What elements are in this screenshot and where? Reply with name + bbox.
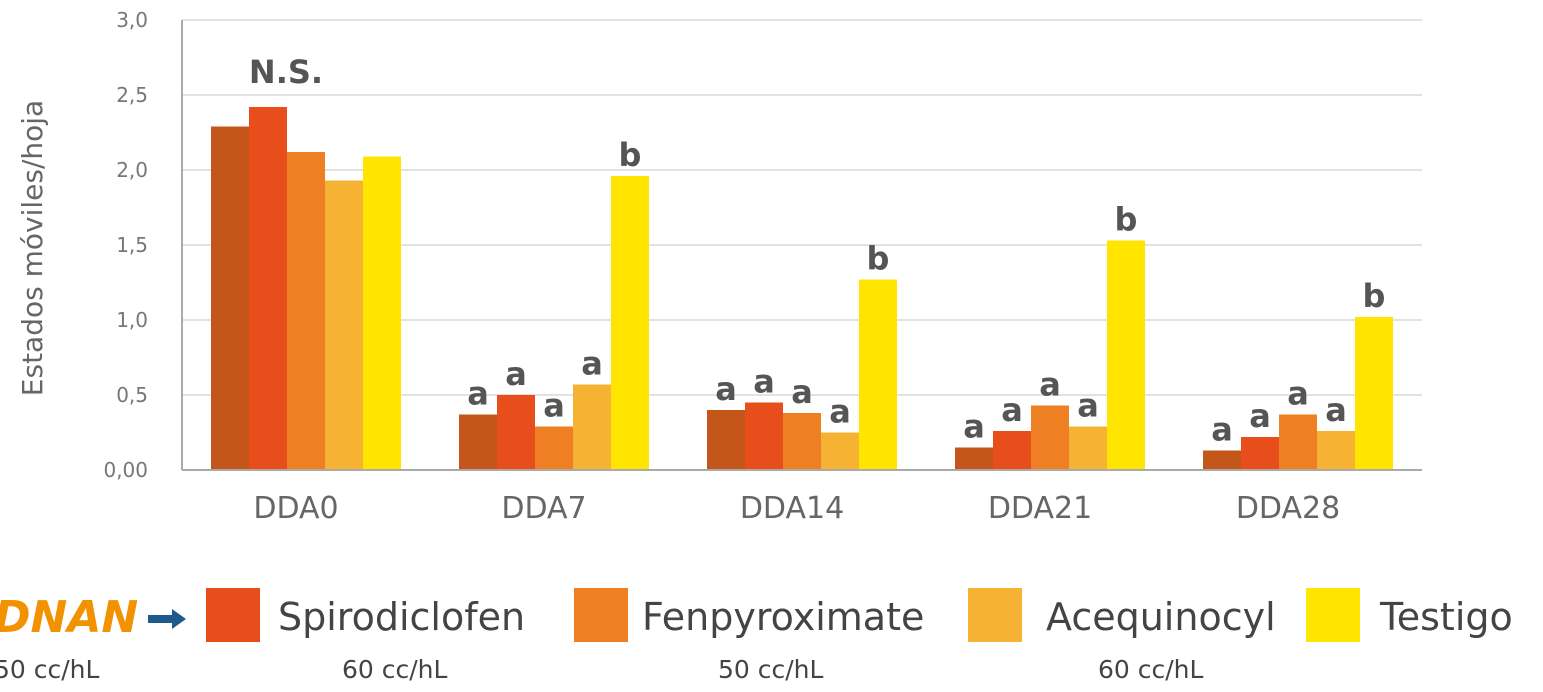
bar bbox=[363, 156, 401, 470]
legend-dose-acequinocyl: 60 cc/hL bbox=[1098, 655, 1204, 684]
significance-label: a bbox=[1001, 391, 1023, 429]
bar bbox=[821, 432, 859, 470]
logo-arrow-icon bbox=[148, 609, 186, 629]
bar bbox=[707, 410, 745, 470]
significance-label: a bbox=[1287, 375, 1309, 413]
x-tick-label: DDA14 bbox=[740, 491, 844, 526]
legend-dose-first: 50 cc/hL bbox=[0, 655, 100, 684]
y-axis-label: Estados móviles/hoja bbox=[16, 100, 49, 396]
bar bbox=[1203, 450, 1241, 470]
bar bbox=[611, 176, 649, 470]
bar bbox=[859, 279, 897, 470]
significance-label: a bbox=[1211, 411, 1233, 449]
significance-label: b bbox=[867, 240, 890, 278]
group-annotation: N.S. bbox=[249, 53, 323, 91]
legend-label-fenpyroximate: Fenpyroximate bbox=[642, 595, 924, 639]
bar bbox=[211, 126, 249, 470]
legend-label-acequinocyl: Acequinocyl bbox=[1046, 595, 1276, 639]
significance-label: a bbox=[467, 375, 489, 413]
x-tick-label: DDA0 bbox=[253, 491, 338, 526]
bar bbox=[497, 395, 535, 470]
y-tick-label: 1,0 bbox=[116, 308, 148, 332]
y-tick-label: 2,5 bbox=[116, 83, 148, 107]
significance-label: a bbox=[753, 363, 775, 401]
bar bbox=[1279, 414, 1317, 470]
legend-label-spirodiclofen: Spirodiclofen bbox=[278, 595, 525, 639]
y-tick-label: 0,00 bbox=[103, 458, 148, 482]
significance-label: a bbox=[1077, 387, 1099, 425]
legend-dose-spirodiclofen: 60 cc/hL bbox=[342, 655, 448, 684]
bar bbox=[249, 107, 287, 470]
bar bbox=[1355, 317, 1393, 470]
bar bbox=[573, 384, 611, 470]
significance-label: a bbox=[791, 373, 813, 411]
legend-swatch-spirodiclofen bbox=[206, 588, 260, 642]
y-tick-label: 2,0 bbox=[116, 158, 148, 182]
significance-label: a bbox=[1249, 397, 1271, 435]
x-tick-label: DDA7 bbox=[501, 491, 586, 526]
legend-swatch-fenpyroximate bbox=[574, 588, 628, 642]
significance-label: a bbox=[963, 408, 985, 446]
legend-label-testigo: Testigo bbox=[1379, 595, 1513, 639]
significance-label: b bbox=[619, 136, 642, 174]
significance-label: a bbox=[1039, 366, 1061, 404]
bars bbox=[211, 107, 1393, 470]
significance-label: a bbox=[829, 393, 851, 431]
significance-label: a bbox=[1325, 391, 1347, 429]
chart-labels: 0,000,51,01,52,02,53,0N.S.DDA0aaaabDDA7a… bbox=[103, 8, 1385, 526]
brand-logo-text: DNAN bbox=[0, 592, 138, 643]
bar bbox=[287, 152, 325, 470]
bar bbox=[783, 413, 821, 470]
bar bbox=[325, 180, 363, 470]
x-tick-label: DDA28 bbox=[1236, 491, 1340, 526]
significance-label: b bbox=[1115, 201, 1138, 239]
bar bbox=[955, 447, 993, 470]
legend-swatch-testigo bbox=[1306, 588, 1360, 642]
bar bbox=[459, 414, 497, 470]
bar bbox=[745, 402, 783, 470]
bar bbox=[535, 426, 573, 470]
legend: DNAN 50 cc/hL Spirodiclofen 60 cc/hL Fen… bbox=[0, 588, 1513, 684]
y-tick-label: 3,0 bbox=[116, 8, 148, 32]
bar bbox=[1031, 405, 1069, 470]
bar bbox=[993, 431, 1031, 470]
bar bbox=[1317, 431, 1355, 470]
y-tick-label: 0,5 bbox=[116, 383, 148, 407]
legend-dose-fenpyroximate: 50 cc/hL bbox=[718, 655, 824, 684]
y-tick-label: 1,5 bbox=[116, 233, 148, 257]
significance-label: a bbox=[543, 387, 565, 425]
bar bbox=[1107, 240, 1145, 470]
brand-logo: DNAN bbox=[0, 592, 186, 643]
axes bbox=[181, 20, 1422, 471]
significance-label: a bbox=[581, 345, 603, 383]
significance-label: a bbox=[715, 370, 737, 408]
legend-swatch-acequinocyl bbox=[968, 588, 1022, 642]
x-tick-label: DDA21 bbox=[988, 491, 1092, 526]
significance-label: a bbox=[505, 355, 527, 393]
bar bbox=[1241, 437, 1279, 470]
significance-label: b bbox=[1363, 277, 1386, 315]
bar bbox=[1069, 426, 1107, 470]
